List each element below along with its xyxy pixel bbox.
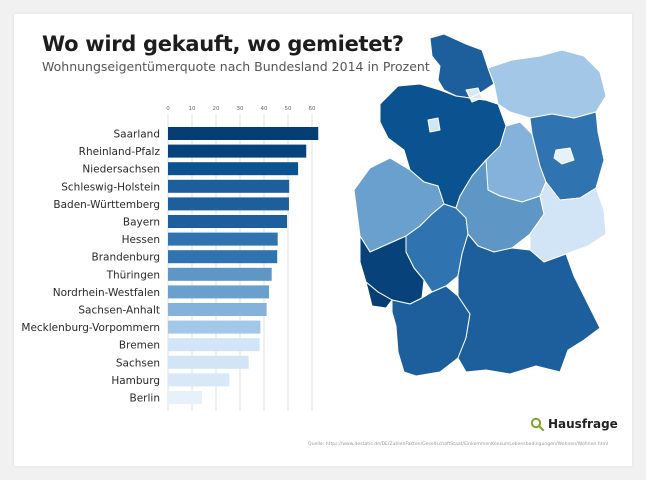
x-tick-label: 60 xyxy=(309,106,316,112)
category-label: Bayern xyxy=(123,217,160,229)
category-label: Saarland xyxy=(113,129,160,141)
bar[interactable] xyxy=(168,127,319,140)
chart-title: Wo wird gekauft, wo gemietet? xyxy=(42,32,404,56)
bar[interactable] xyxy=(168,162,299,176)
bar[interactable] xyxy=(168,267,272,281)
category-label: Sachsen xyxy=(116,357,160,369)
x-tick-label: 50 xyxy=(285,106,292,112)
source-note[interactable]: Quelle: https://www.destatis.de/DE/Zahle… xyxy=(308,442,609,447)
map-region-sachsen xyxy=(529,181,607,263)
brand-logo[interactable]: Hausfrage xyxy=(530,417,618,431)
category-label: Berlin xyxy=(130,393,160,405)
bar[interactable] xyxy=(168,215,288,228)
x-tick-label: 30 xyxy=(237,106,244,112)
bar[interactable] xyxy=(168,179,290,193)
x-tick-label: 10 xyxy=(189,106,196,112)
x-tick-label: 20 xyxy=(213,106,220,112)
bar[interactable] xyxy=(168,355,249,369)
bar[interactable] xyxy=(168,373,230,387)
category-label: Sachsen-Anhalt xyxy=(78,305,160,317)
category-label: Brandenburg xyxy=(91,252,160,264)
bar[interactable] xyxy=(168,391,203,404)
category-label: Thüringen xyxy=(106,269,160,281)
category-label: Niedersachsen xyxy=(82,164,160,176)
map-region-saarland xyxy=(365,281,393,309)
bar[interactable] xyxy=(168,250,278,264)
category-label: Rheinland-Pfalz xyxy=(79,146,161,158)
category-label: Hessen xyxy=(122,234,160,246)
bar[interactable] xyxy=(168,144,307,158)
map-region-schleswig-holstein xyxy=(429,33,495,99)
bar[interactable] xyxy=(168,285,270,299)
category-label: Baden-Württemberg xyxy=(53,199,160,211)
bar[interactable] xyxy=(168,197,289,211)
chart-subtitle: Wohnungseigentümerquote nach Bundesland … xyxy=(42,59,430,74)
category-label: Bremen xyxy=(119,340,160,352)
map-region-bremen xyxy=(427,117,441,133)
category-label: Mecklenburg-Vorpommern xyxy=(21,322,160,334)
brand-name: Hausfrage xyxy=(548,417,618,431)
search-icon xyxy=(530,417,544,431)
map-region-mecklenburg-vorpommern xyxy=(487,49,607,119)
bar[interactable] xyxy=(168,232,278,246)
category-label: Schleswig-Holstein xyxy=(61,181,160,193)
x-tick-label: 0 xyxy=(166,106,170,112)
map-region-berlin xyxy=(553,147,575,165)
bar[interactable] xyxy=(168,320,261,334)
category-label: Hamburg xyxy=(111,375,160,387)
bar[interactable] xyxy=(168,303,267,316)
map-borders xyxy=(467,83,499,105)
category-label: Nordrhein-Westfalen xyxy=(53,287,160,299)
map-region-bayern xyxy=(457,233,601,375)
bar[interactable] xyxy=(168,338,260,352)
x-tick-label: 40 xyxy=(261,106,268,112)
